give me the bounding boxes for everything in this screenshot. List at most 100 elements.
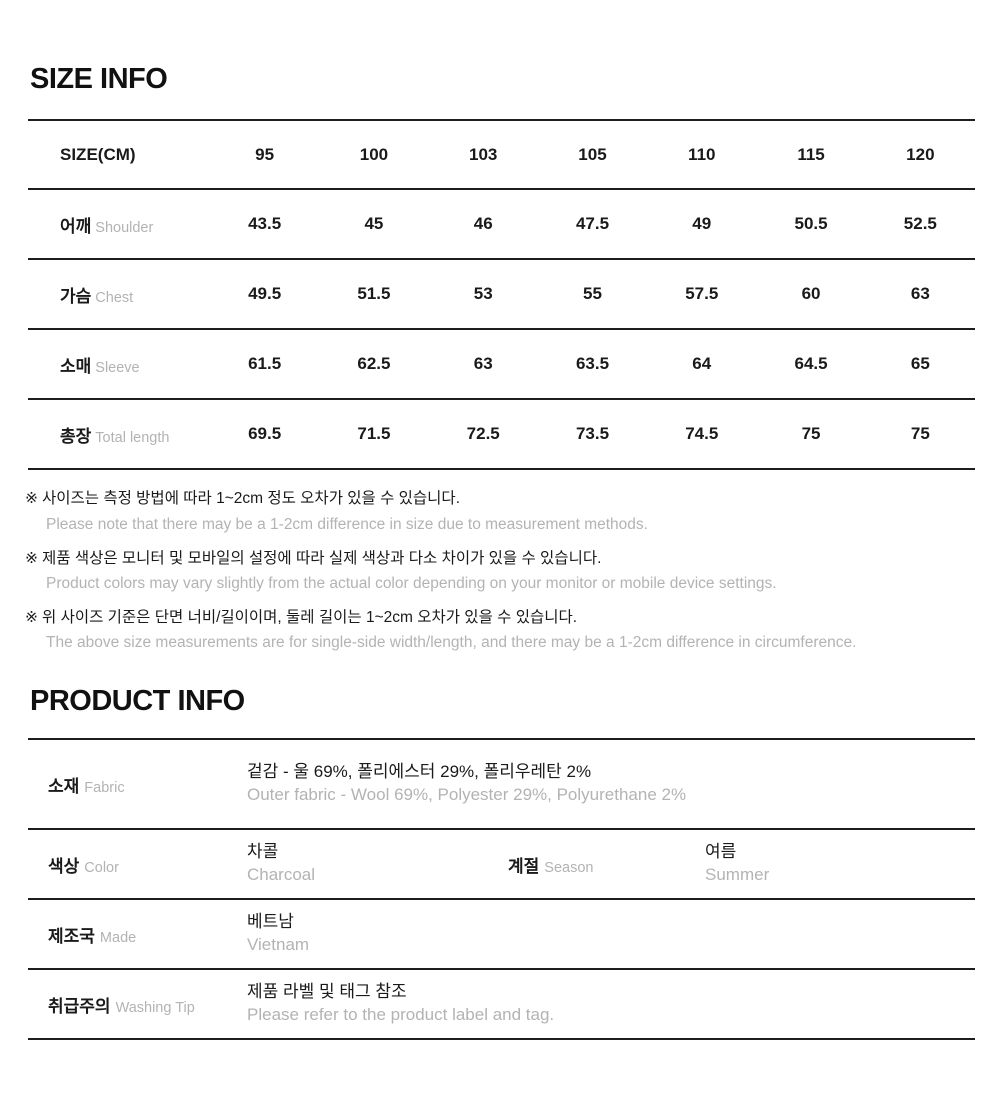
size-value-cell: 63.5 bbox=[575, 354, 610, 374]
measure-label-kr: 소매 bbox=[60, 356, 92, 376]
season-value-en: Summer bbox=[705, 865, 770, 885]
note-marker: ※ bbox=[25, 490, 38, 508]
made-label-kr: 제조국 bbox=[48, 926, 95, 946]
measure-label-kr: 가슴 bbox=[60, 286, 92, 306]
season-label-kr: 계절 bbox=[508, 856, 540, 876]
measure-label-en: Total length bbox=[95, 429, 170, 446]
size-note: ※ 위 사이즈 기준은 단면 너비/길이이며, 둘레 길이는 1~2cm 오차가 … bbox=[25, 605, 1000, 656]
size-note-kr: ※ 제품 색상은 모니터 및 모바일의 설정에 따라 실제 색상과 다소 차이가 … bbox=[25, 546, 1000, 572]
color-label-en: Color bbox=[84, 859, 119, 876]
measure-label-en: Sleeve bbox=[95, 359, 140, 376]
fabric-value-kr: 겉감 - 울 69%, 폴리에스터 29%, 폴리우레탄 2% bbox=[247, 762, 592, 782]
product-row-made: 제조국 Made 베트남 Vietnam bbox=[28, 900, 975, 971]
size-value-cell: 74.5 bbox=[685, 424, 719, 444]
size-value-cell: 55 bbox=[583, 284, 602, 304]
fabric-value-en: Outer fabric - Wool 69%, Polyester 29%, … bbox=[247, 785, 687, 805]
size-value-cell: 65 bbox=[910, 354, 930, 374]
color-label-kr: 색상 bbox=[48, 856, 80, 876]
size-value-cell: 46 bbox=[473, 214, 493, 234]
color-value-kr: 차콜 bbox=[247, 842, 279, 862]
size-value-cell: 64.5 bbox=[794, 354, 828, 374]
size-value-cell: 75 bbox=[801, 424, 821, 444]
size-note: ※ 제품 색상은 모니터 및 모바일의 설정에 따라 실제 색상과 다소 차이가 … bbox=[25, 546, 1000, 597]
size-table-row: 어깨 Shoulder 43.5 45 46 47.5 49 50.5 52.5 bbox=[28, 189, 975, 260]
size-column-header: 105 bbox=[578, 144, 607, 164]
note-kr-text: 제품 색상은 모니터 및 모바일의 설정에 따라 실제 색상과 다소 차이가 있… bbox=[42, 549, 602, 567]
season-label: 계절 Season bbox=[508, 852, 705, 877]
product-row-washing: 취급주의 Washing Tip 제품 라벨 및 태그 참조 Please ref… bbox=[28, 970, 975, 1041]
size-note-en: Product colors may vary slightly from th… bbox=[46, 575, 777, 593]
measure-label-kr: 총장 bbox=[60, 426, 92, 446]
measure-label-en: Shoulder bbox=[95, 219, 154, 236]
size-column-header: 120 bbox=[906, 144, 935, 164]
measure-label-en: Chest bbox=[95, 289, 134, 306]
size-value-cell: 73.5 bbox=[575, 424, 610, 444]
size-value-cell: 62.5 bbox=[357, 354, 391, 374]
made-label-en: Made bbox=[99, 929, 137, 946]
made-value: 베트남 Vietnam bbox=[247, 911, 975, 957]
size-value-cell: 61.5 bbox=[248, 354, 282, 374]
size-note-kr: ※ 위 사이즈 기준은 단면 너비/길이이며, 둘레 길이는 1~2cm 오차가 … bbox=[25, 605, 1000, 631]
size-value-cell: 51.5 bbox=[357, 284, 391, 304]
note-marker: ※ bbox=[25, 549, 38, 567]
size-note: ※ 사이즈는 측정 방법에 따라 1~2cm 정도 오차가 있을 수 있습니다. P… bbox=[25, 486, 1000, 537]
color-label: 색상 Color bbox=[28, 852, 247, 877]
fabric-label-kr: 소재 bbox=[48, 776, 80, 796]
color-value: 차콜 Charcoal bbox=[247, 841, 508, 887]
washing-value-en: Please refer to the product label and ta… bbox=[247, 1005, 555, 1025]
season-value: 여름 Summer bbox=[705, 841, 975, 887]
product-info-table: 소재 Fabric 겉감 - 울 69%, 폴리에스터 29%, 폴리우레탄 2%… bbox=[28, 738, 975, 1041]
note-kr-text: 사이즈는 측정 방법에 따라 1~2cm 정도 오차가 있을 수 있습니다. bbox=[42, 490, 460, 508]
size-value-cell: 57.5 bbox=[685, 284, 719, 304]
size-value-cell: 69.5 bbox=[248, 424, 282, 444]
size-table-row: 소매 Sleeve 61.5 62.5 63 63.5 64 64.5 65 bbox=[28, 329, 975, 400]
size-value-cell: 53 bbox=[473, 284, 493, 304]
season-label-en: Season bbox=[544, 859, 594, 876]
made-value-kr: 베트남 bbox=[247, 912, 294, 932]
size-value-cell: 49.5 bbox=[248, 284, 282, 304]
measure-label: 가슴 Chest bbox=[28, 259, 210, 329]
washing-label: 취급주의 Washing Tip bbox=[28, 992, 247, 1017]
size-note-kr: ※ 사이즈는 측정 방법에 따라 1~2cm 정도 오차가 있을 수 있습니다. bbox=[25, 486, 1000, 512]
washing-label-kr: 취급주의 bbox=[48, 996, 111, 1016]
fabric-label-en: Fabric bbox=[84, 779, 125, 796]
washing-label-en: Washing Tip bbox=[115, 999, 195, 1016]
size-value-cell: 50.5 bbox=[794, 214, 828, 234]
size-value-cell: 49 bbox=[692, 214, 712, 234]
size-table-body: 어깨 Shoulder 43.5 45 46 47.5 49 50.5 52.5 가슴 Chest 4… bbox=[28, 189, 975, 470]
size-value-cell: 75 bbox=[910, 424, 930, 444]
size-table-header-row: SIZE(CM) 95 100 103 105 110 115 120 bbox=[28, 120, 975, 190]
size-table-corner-header: SIZE(CM) bbox=[60, 144, 136, 164]
washing-value: 제품 라벨 및 태그 참조 Please refer to the produc… bbox=[247, 981, 975, 1027]
size-value-cell: 45 bbox=[364, 214, 384, 234]
size-column-header: 100 bbox=[359, 144, 389, 164]
size-column-header: 115 bbox=[797, 144, 825, 164]
size-table-row: 총장 Total length 69.5 71.5 72.5 73.5 74.5 75 75 bbox=[28, 399, 975, 470]
note-marker: ※ bbox=[25, 608, 38, 626]
size-value-cell: 52.5 bbox=[903, 214, 937, 234]
size-column-header: 110 bbox=[688, 144, 716, 164]
measure-label: 소매 Sleeve bbox=[28, 329, 210, 399]
made-value-en: Vietnam bbox=[247, 935, 310, 955]
made-label: 제조국 Made bbox=[28, 922, 247, 947]
fabric-value: 겉감 - 울 69%, 폴리에스터 29%, 폴리우레탄 2% Outer fa… bbox=[247, 761, 975, 807]
color-value-en: Charcoal bbox=[247, 865, 316, 885]
size-note-en: Please note that there may be a 1-2cm di… bbox=[46, 516, 648, 533]
product-info-title: PRODUCT INFO bbox=[30, 684, 245, 717]
size-notes: ※ 사이즈는 측정 방법에 따라 1~2cm 정도 오차가 있을 수 있습니다. P… bbox=[25, 486, 1000, 655]
size-value-cell: 64 bbox=[692, 354, 712, 374]
size-info-title: SIZE INFO bbox=[30, 63, 168, 95]
fabric-label: 소재 Fabric bbox=[28, 772, 247, 797]
size-value-cell: 60 bbox=[801, 284, 821, 304]
size-value-cell: 71.5 bbox=[357, 424, 391, 444]
washing-value-kr: 제품 라벨 및 태그 참조 bbox=[247, 982, 407, 1002]
measure-label-kr: 어깨 bbox=[60, 216, 92, 236]
size-table: SIZE(CM) 95 100 103 105 110 115 120 어깨 Shoulder 4… bbox=[28, 119, 975, 470]
size-table-row: 가슴 Chest 49.5 51.5 53 55 57.5 60 63 bbox=[28, 259, 975, 330]
product-row-color-season: 색상 Color 차콜 Charcoal 계절 Season 여름 Summer bbox=[28, 830, 975, 901]
size-column-header: 103 bbox=[469, 144, 498, 164]
size-value-cell: 63 bbox=[910, 284, 930, 304]
measure-label: 총장 Total length bbox=[28, 399, 210, 469]
measure-label: 어깨 Shoulder bbox=[28, 189, 210, 259]
